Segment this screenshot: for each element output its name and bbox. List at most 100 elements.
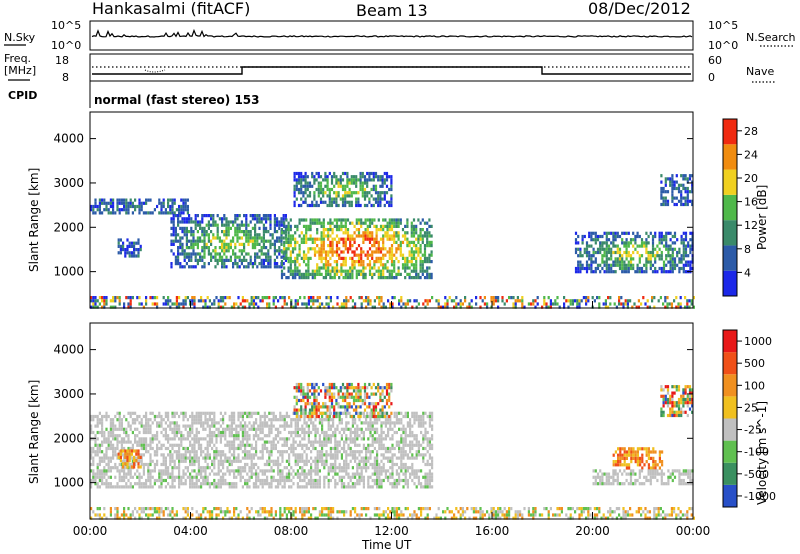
heatmap-cell (380, 459, 383, 463)
heatmap-cell (164, 414, 167, 419)
heatmap-cell (140, 443, 143, 447)
heatmap-cell (366, 253, 369, 257)
heatmap-cell (671, 183, 674, 187)
heatmap-cell (195, 434, 198, 438)
heatmap-cell (123, 204, 126, 209)
heatmap-cell (333, 260, 336, 264)
heatmap-cell (223, 223, 226, 227)
heatmap-cell (347, 427, 350, 431)
nave-label: Nave (746, 65, 774, 78)
heatmap-cell (172, 217, 175, 221)
heatmap-cell (114, 305, 117, 309)
heatmap-cell (276, 265, 279, 269)
heatmap-cell (270, 450, 273, 454)
heatmap-cell (250, 299, 253, 303)
heatmap-cell (255, 443, 258, 447)
heatmap-cell (501, 299, 504, 303)
heatmap-cell (305, 456, 308, 460)
heatmap-cell (400, 456, 403, 460)
heatmap-cell (300, 218, 303, 222)
heatmap-cell (294, 427, 297, 431)
heatmap-cell (180, 437, 183, 441)
heatmap-cell (336, 443, 339, 447)
heatmap-cell (233, 456, 236, 460)
heatmap-cell (371, 466, 374, 470)
heatmap-cell (305, 269, 308, 273)
heatmap-cell (162, 201, 165, 205)
heatmap-cell (342, 240, 345, 244)
heatmap-cell (210, 258, 213, 262)
heatmap-cell (664, 299, 667, 303)
heatmap-cell (376, 472, 379, 476)
heatmap-cell (344, 197, 347, 201)
heatmap-cell (180, 430, 183, 435)
heatmap-cell (305, 462, 308, 467)
heatmap-cell (280, 220, 283, 224)
heatmap-cell (574, 241, 578, 245)
noise-right-tick-top: 10^5 (708, 19, 738, 32)
heatmap-cell (358, 462, 361, 467)
heatmap-cell (92, 478, 95, 483)
heatmap-cell (386, 224, 389, 228)
heatmap-cell (199, 239, 202, 243)
heatmap-cell (227, 230, 230, 234)
heatmap-cell (345, 302, 348, 306)
heatmap-cell (338, 421, 341, 425)
heatmap-cell (404, 276, 407, 280)
heatmap-cell (363, 178, 367, 182)
heatmap-cell (184, 450, 187, 454)
heatmap-cell (294, 276, 297, 280)
heatmap-cell (397, 260, 400, 264)
heatmap-cell (243, 230, 246, 234)
heatmap-cell (129, 302, 132, 306)
heatmap-cell (651, 244, 655, 248)
heatmap-cell (665, 238, 668, 242)
heatmap-cell (221, 239, 224, 243)
heatmap-cell (136, 414, 139, 419)
heatmap-cell (98, 459, 101, 463)
heatmap-cell (289, 260, 292, 264)
heatmap-cell (245, 233, 248, 237)
heatmap-cell (596, 238, 600, 242)
heatmap-cell (279, 424, 282, 428)
heatmap-cell (90, 462, 93, 467)
heatmap-cell (294, 456, 297, 460)
heatmap-cell (258, 233, 261, 237)
heatmap-cell (406, 263, 409, 267)
heatmap-cell (303, 485, 306, 489)
heatmap-cell (516, 299, 519, 303)
heatmap-cell (109, 421, 112, 425)
heatmap-cell (636, 270, 639, 274)
heatmap-cell (101, 478, 104, 483)
heatmap-cell (136, 443, 139, 447)
heatmap-cell (341, 203, 345, 208)
heatmap-cell (116, 437, 119, 441)
heatmap-cell (105, 437, 108, 441)
heatmap-cell (245, 239, 248, 243)
heatmap-cell (109, 201, 112, 205)
heatmap-cell (140, 459, 143, 463)
heatmap-cell (250, 459, 253, 463)
heatmap-cell (603, 241, 606, 245)
power-ylabel: Slant Range [km] (27, 168, 41, 272)
heatmap-cell (257, 427, 260, 431)
heatmap-cell (365, 446, 368, 451)
heatmap-cell (349, 446, 352, 451)
heatmap-cell (399, 221, 402, 225)
heatmap-cell (233, 427, 236, 431)
heatmap-cell (249, 239, 252, 243)
heatmap-cell (283, 244, 286, 248)
heatmap-cell (206, 478, 209, 483)
heatmap-cell (686, 199, 689, 203)
heatmap-cell (649, 250, 652, 255)
heatmap-cell (283, 224, 286, 228)
heatmap-cell (313, 250, 317, 254)
heatmap-cell (258, 242, 261, 246)
heatmap-cell (283, 466, 286, 470)
heatmap-cell (114, 453, 117, 457)
heatmap-cell (285, 302, 288, 306)
heatmap-cell (386, 260, 389, 264)
heatmap-cell (340, 434, 343, 438)
heatmap-cell (622, 305, 625, 309)
heatmap-cell (206, 296, 209, 300)
